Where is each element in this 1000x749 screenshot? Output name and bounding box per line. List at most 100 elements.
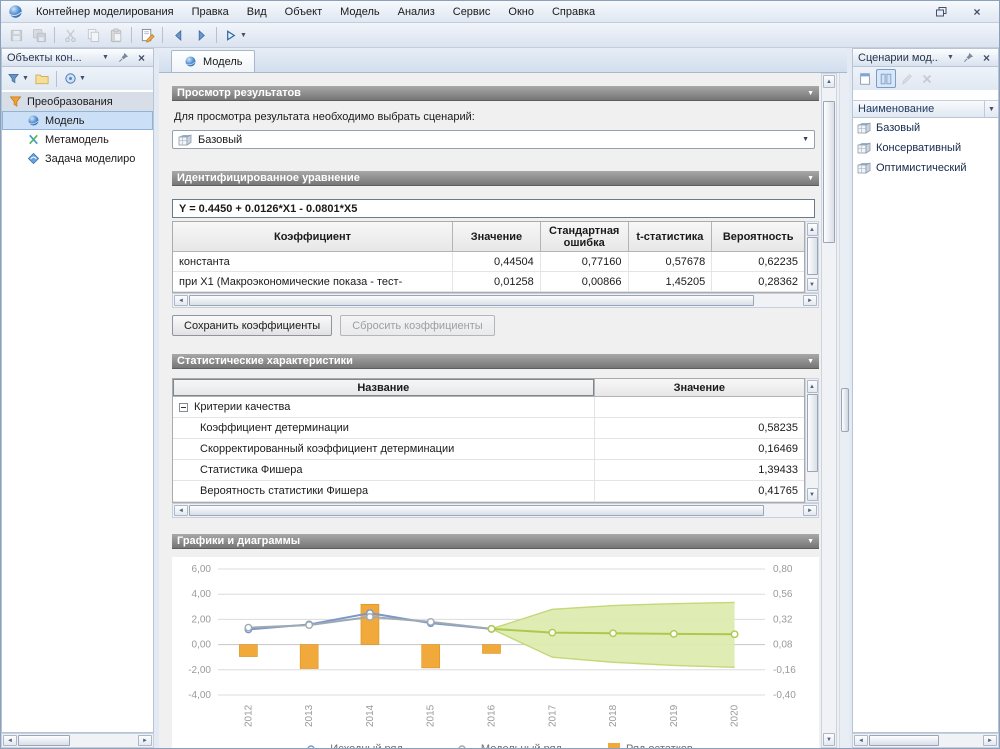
section-charts-header[interactable]: Графики и диаграммы ▼ — [172, 534, 819, 549]
save-all-button[interactable] — [28, 25, 50, 46]
scroll-track[interactable] — [806, 394, 818, 487]
panel-menu-caret-icon[interactable]: ▼ — [947, 54, 954, 61]
menu-model[interactable]: Модель — [340, 5, 380, 18]
scroll-right-button[interactable]: ► — [983, 735, 997, 746]
collapse-icon[interactable]: ▼ — [807, 174, 814, 182]
scroll-thumb[interactable] — [189, 505, 764, 516]
column-filter-caret-icon[interactable]: ▼ — [984, 101, 998, 117]
panel-splitter[interactable] — [154, 48, 159, 748]
panel-menu-caret-icon[interactable]: ▼ — [102, 54, 109, 61]
equation-field[interactable]: Y = 0.4450 + 0.0126*X1 - 0.0801*X5 — [172, 199, 815, 218]
scroll-down-button[interactable]: ▼ — [823, 733, 835, 746]
restore-window-button[interactable] — [933, 5, 949, 19]
menu-view[interactable]: Вид — [246, 5, 267, 18]
cut-button[interactable] — [59, 25, 81, 46]
scroll-up-button[interactable]: ▲ — [806, 380, 818, 393]
tree-item-transformations[interactable]: Преобразования — [2, 92, 153, 111]
panel-splitter[interactable] — [847, 48, 852, 748]
paste-button[interactable] — [105, 25, 127, 46]
close-panel-icon[interactable]: × — [137, 50, 145, 65]
scenario-item-optimistic[interactable]: Оптимистический — [853, 158, 998, 178]
collapse-group-icon[interactable] — [179, 402, 188, 412]
column-header[interactable]: Вероятность — [712, 222, 805, 252]
scroll-track[interactable] — [189, 505, 802, 516]
column-header[interactable]: Стандартная ошибка — [540, 222, 629, 252]
scroll-left-button[interactable]: ◄ — [854, 735, 868, 746]
column-header[interactable]: Коэффициент — [173, 222, 454, 252]
scroll-track[interactable] — [18, 735, 137, 746]
section-equation-header[interactable]: Идентифицированное уравнение ▼ — [172, 171, 819, 186]
scroll-left-button[interactable]: ◄ — [174, 505, 188, 516]
scroll-track[interactable] — [823, 89, 835, 732]
collapse-icon[interactable]: ▼ — [807, 89, 814, 97]
menu-window[interactable]: Окно — [508, 5, 534, 18]
edit-note-button[interactable] — [136, 25, 158, 46]
edit-scenario-button[interactable] — [898, 69, 916, 88]
view-mode-button[interactable]: ▼ — [62, 69, 88, 88]
table-row[interactable]: при X1 (Макроэкономические показа - тест… — [173, 272, 804, 292]
table-row[interactable]: Статистика Фишера 1,39433 — [173, 460, 804, 481]
menu-edit[interactable]: Правка — [191, 5, 229, 18]
scroll-down-button[interactable]: ▼ — [806, 278, 818, 291]
view-columns-button[interactable] — [876, 69, 896, 88]
run-calculation-button[interactable]: ▼ — [221, 25, 249, 46]
scroll-right-button[interactable]: ► — [138, 735, 152, 746]
scroll-down-button[interactable]: ▼ — [806, 488, 818, 501]
scroll-thumb[interactable] — [806, 237, 818, 275]
section-statistics-header[interactable]: Статистические характеристики ▼ — [172, 354, 819, 369]
reset-coefficients-button[interactable]: Сбросить коэффициенты — [340, 315, 495, 336]
column-header[interactable]: Название — [173, 379, 595, 397]
tree-item-metamodel[interactable]: Метамодель — [2, 130, 153, 149]
table-row[interactable]: Коэффициент детерминации 0,58235 — [173, 418, 804, 439]
copy-button[interactable] — [82, 25, 104, 46]
scroll-thumb[interactable] — [189, 295, 754, 306]
menu-analysis[interactable]: Анализ — [397, 5, 435, 18]
add-scenario-button[interactable] — [856, 69, 874, 88]
scroll-track[interactable] — [806, 237, 818, 277]
scenario-item-base[interactable]: Базовый — [853, 118, 998, 138]
close-panel-icon[interactable]: × — [982, 50, 990, 65]
collapse-icon[interactable]: ▼ — [807, 537, 814, 545]
scroll-thumb[interactable] — [869, 735, 939, 746]
back-button[interactable] — [167, 25, 189, 46]
filter-button[interactable]: ▼ — [5, 69, 31, 88]
table-row[interactable]: константа 0,44504 0,77160 0,57678 0,6223… — [173, 252, 804, 272]
scroll-up-button[interactable]: ▲ — [806, 223, 818, 236]
forward-button[interactable] — [190, 25, 212, 46]
table-row[interactable]: Скорректированный коэффициент детерминац… — [173, 439, 804, 460]
save-button[interactable] — [5, 25, 27, 46]
menu-help[interactable]: Справка — [551, 5, 596, 18]
scroll-right-button[interactable]: ► — [803, 505, 817, 516]
folder-button[interactable] — [33, 69, 51, 88]
scroll-up-button[interactable]: ▲ — [823, 75, 835, 88]
tab-model[interactable]: Модель — [171, 50, 256, 72]
close-window-button[interactable]: × — [973, 4, 981, 19]
combobox-caret-icon[interactable]: ▼ — [802, 136, 809, 143]
scenario-combobox[interactable]: Базовый ▼ — [172, 130, 815, 149]
scenario-item-conservative[interactable]: Консервативный — [853, 138, 998, 158]
scroll-track[interactable] — [869, 735, 982, 746]
collapse-icon[interactable]: ▼ — [807, 357, 814, 365]
run-dropdown-caret-icon[interactable]: ▼ — [240, 31, 247, 39]
tree-item-model[interactable]: Модель — [2, 111, 153, 130]
menu-container[interactable]: Контейнер моделирования — [36, 5, 174, 18]
tree-item-modeling-task[interactable]: Задача моделиро — [2, 149, 153, 168]
scroll-left-button[interactable]: ◄ — [3, 735, 17, 746]
scroll-thumb[interactable] — [823, 101, 835, 243]
section-results-header[interactable]: Просмотр результатов ▼ — [172, 86, 819, 101]
group-row[interactable]: Критерии качества — [173, 397, 804, 418]
column-header[interactable]: t-статистика — [628, 222, 713, 252]
scroll-thumb[interactable] — [806, 394, 818, 472]
pin-icon[interactable] — [962, 51, 975, 64]
table-row[interactable]: Вероятность статистики Фишера 0,41765 — [173, 481, 804, 502]
scroll-thumb[interactable] — [841, 388, 849, 432]
scroll-left-button[interactable]: ◄ — [174, 295, 188, 306]
scroll-track[interactable] — [189, 295, 802, 306]
column-header[interactable]: Значение — [594, 379, 804, 397]
scenarios-column-header[interactable]: Наименование ▼ — [853, 100, 998, 118]
outer-vscrollbar[interactable] — [839, 73, 849, 748]
delete-scenario-button[interactable] — [918, 69, 936, 88]
menu-object[interactable]: Объект — [284, 5, 323, 18]
pin-icon[interactable] — [117, 51, 130, 64]
column-header[interactable]: Значение — [453, 222, 541, 252]
